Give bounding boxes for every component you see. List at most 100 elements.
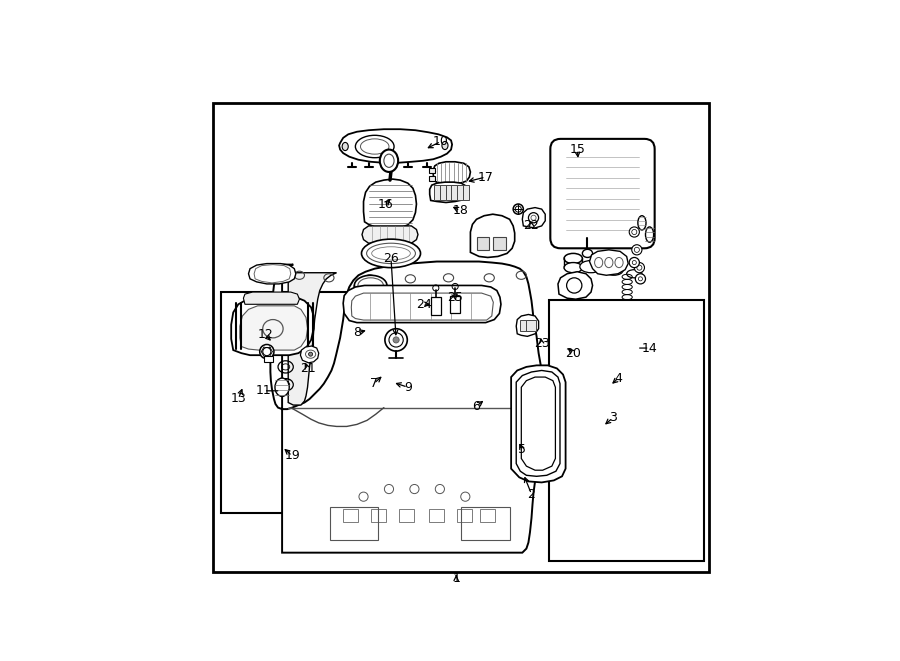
Bar [458, 447, 473, 460]
Bar [439, 447, 454, 460]
Ellipse shape [638, 215, 646, 230]
Polygon shape [433, 162, 471, 184]
Bar [400, 499, 416, 512]
Bar [400, 412, 416, 426]
Text: 26: 26 [383, 252, 399, 265]
Bar [419, 499, 435, 512]
Bar [428, 176, 435, 181]
Ellipse shape [309, 352, 312, 356]
Bar [419, 534, 435, 547]
Bar [450, 295, 460, 313]
Bar [431, 297, 441, 315]
Bar [439, 516, 454, 529]
Text: 16: 16 [378, 198, 394, 210]
Ellipse shape [351, 303, 390, 319]
Bar [329, 465, 345, 477]
Bar [458, 465, 473, 477]
Ellipse shape [605, 265, 623, 275]
Bar [400, 534, 416, 547]
Text: 23: 23 [534, 338, 550, 350]
Text: 25: 25 [447, 291, 464, 303]
Text: 20: 20 [565, 346, 581, 360]
Ellipse shape [645, 227, 653, 242]
Bar [329, 412, 345, 426]
Bar [330, 507, 378, 540]
Bar [329, 534, 345, 547]
Text: 17: 17 [478, 171, 493, 184]
Polygon shape [558, 272, 592, 299]
Text: 5: 5 [518, 444, 526, 456]
Bar [310, 412, 326, 426]
Bar [428, 169, 435, 173]
Bar [310, 465, 326, 477]
Ellipse shape [513, 204, 523, 214]
Bar [439, 499, 454, 512]
Ellipse shape [632, 229, 637, 235]
Bar [291, 482, 306, 494]
Bar [419, 465, 435, 477]
Polygon shape [429, 182, 467, 202]
Bar [310, 516, 326, 529]
Bar [419, 430, 435, 443]
Text: 18: 18 [453, 204, 468, 217]
Text: 9: 9 [404, 381, 411, 394]
Ellipse shape [362, 239, 420, 268]
Polygon shape [517, 315, 538, 336]
Bar [549, 300, 704, 561]
Text: 10: 10 [433, 135, 449, 148]
Ellipse shape [355, 275, 387, 295]
Polygon shape [339, 129, 452, 163]
Bar [446, 184, 452, 200]
Bar [476, 237, 490, 250]
Bar [419, 447, 435, 460]
Bar [264, 356, 273, 362]
Bar [329, 499, 345, 512]
Bar [329, 516, 345, 529]
Bar [458, 430, 473, 443]
Bar [310, 534, 326, 547]
Ellipse shape [634, 262, 644, 273]
Bar [400, 465, 416, 477]
Bar [480, 510, 495, 522]
Polygon shape [343, 286, 501, 323]
Ellipse shape [275, 378, 289, 397]
Bar [452, 184, 457, 200]
Bar [429, 510, 445, 522]
Bar [349, 534, 364, 547]
Polygon shape [239, 306, 308, 350]
Polygon shape [248, 264, 296, 284]
Polygon shape [471, 214, 515, 258]
Text: 7: 7 [370, 377, 378, 390]
Ellipse shape [582, 249, 592, 258]
Ellipse shape [629, 227, 639, 237]
Polygon shape [231, 297, 313, 355]
Bar [291, 534, 306, 547]
Bar [291, 516, 306, 529]
Bar [291, 430, 306, 443]
Text: 19: 19 [284, 449, 300, 463]
Bar [310, 447, 326, 460]
Ellipse shape [580, 260, 602, 273]
Ellipse shape [629, 258, 639, 268]
Text: 2: 2 [527, 488, 536, 500]
Bar [329, 447, 345, 460]
Bar [329, 430, 345, 443]
Bar [526, 320, 536, 331]
Text: 1: 1 [452, 572, 460, 585]
Bar [458, 412, 473, 426]
Bar [458, 534, 473, 547]
Bar [310, 430, 326, 443]
Polygon shape [511, 366, 565, 483]
Text: 6: 6 [472, 400, 481, 412]
Bar [493, 237, 506, 250]
Polygon shape [521, 377, 555, 470]
Bar [400, 430, 416, 443]
Bar [291, 412, 306, 426]
Bar [439, 534, 454, 547]
Bar [349, 465, 364, 477]
Bar [520, 320, 533, 331]
Polygon shape [517, 370, 560, 477]
Polygon shape [362, 226, 418, 243]
Bar [458, 482, 473, 494]
Bar [457, 184, 464, 200]
